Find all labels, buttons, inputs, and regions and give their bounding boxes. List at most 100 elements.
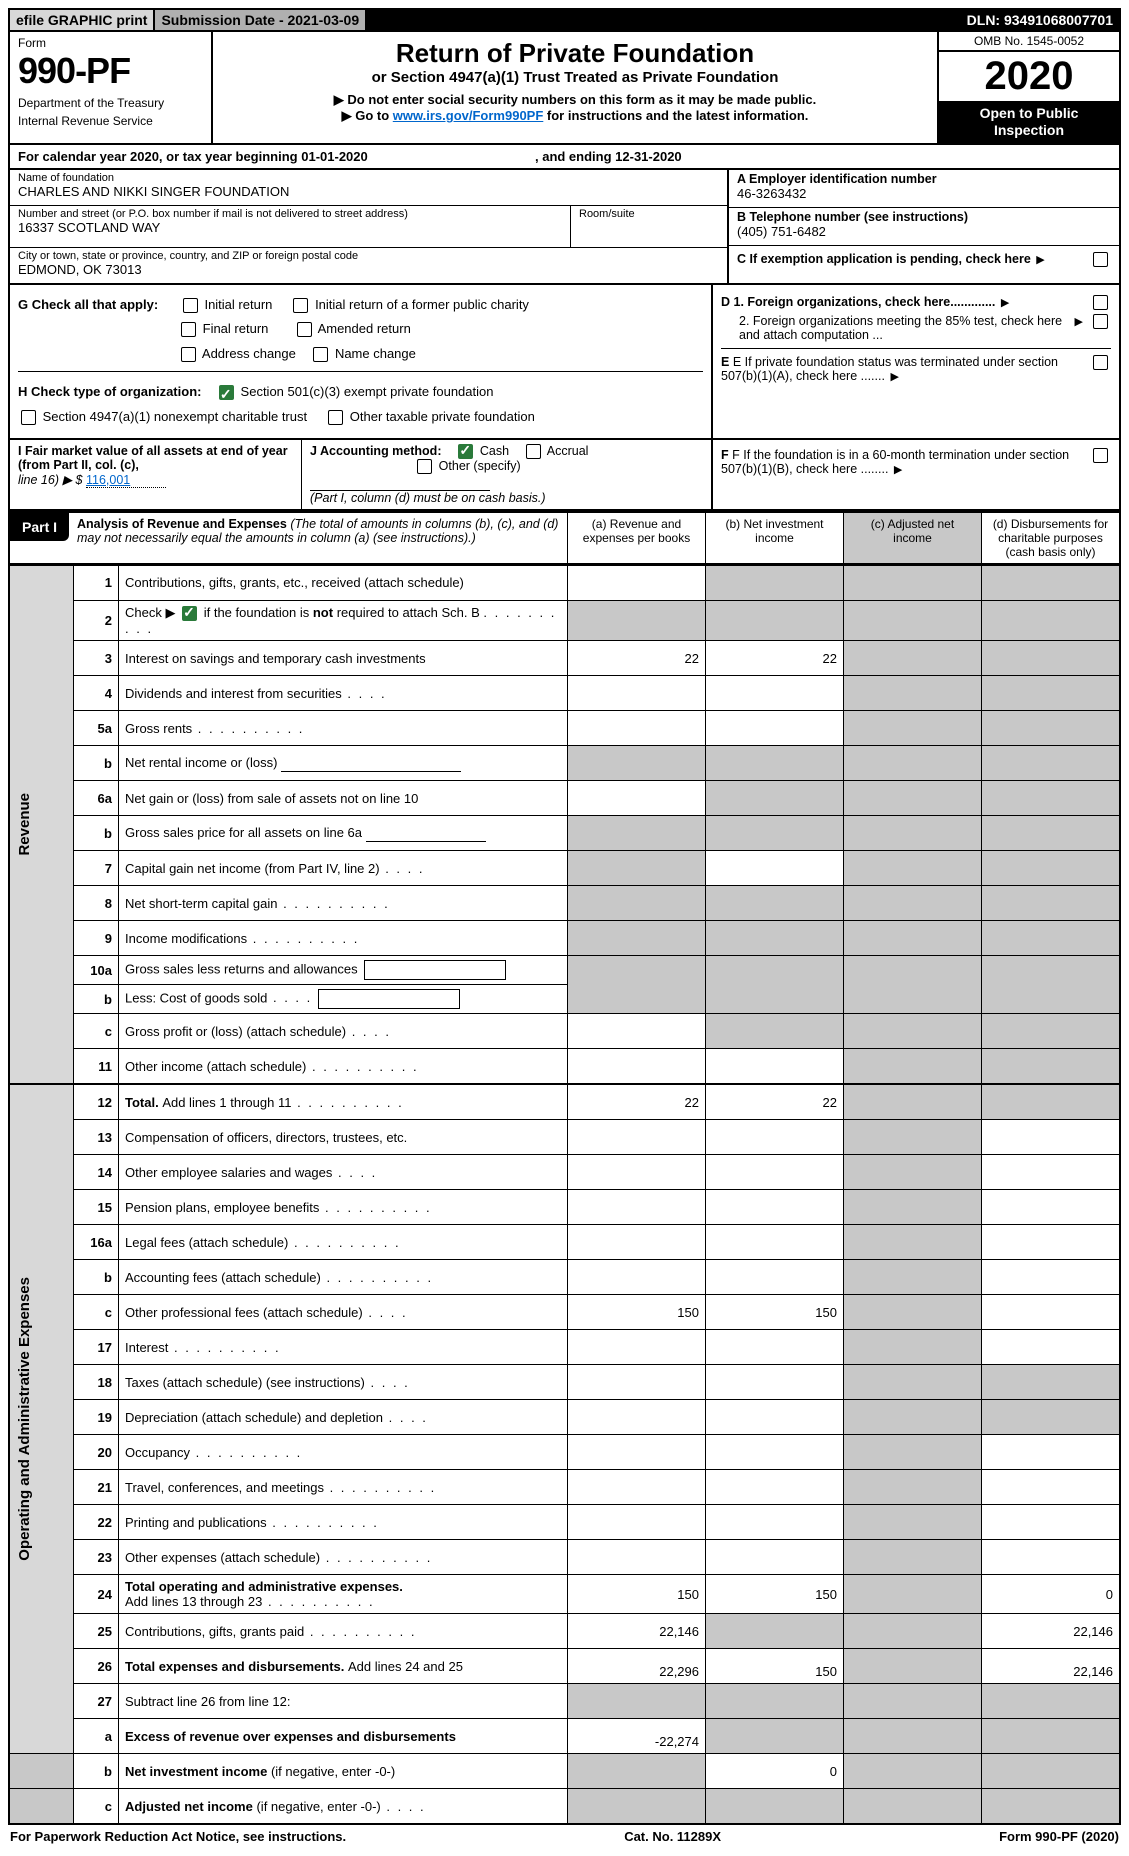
row-15-desc: Pension plans, employee benefits	[119, 1190, 568, 1225]
amended-return-checkbox[interactable]	[297, 322, 312, 337]
instr-nosocial: ▶ Do not enter social security numbers o…	[225, 92, 925, 108]
other-specify-field[interactable]	[310, 474, 490, 491]
table-row: 25Contributions, gifts, grants paid 22,1…	[9, 1614, 1120, 1649]
r24-col-d: 0	[982, 1575, 1121, 1614]
table-row: 27Subtract line 26 from line 12:	[9, 1684, 1120, 1719]
section-501c3-label: Section 501(c)(3) exempt private foundat…	[241, 384, 494, 399]
row-4-desc: Dividends and interest from securities	[119, 676, 568, 711]
other-taxable-checkbox[interactable]	[328, 410, 343, 425]
r16c-col-a: 150	[568, 1295, 706, 1330]
row-27-desc: Subtract line 26 from line 12:	[119, 1684, 568, 1719]
section-501c3-checkbox[interactable]	[219, 385, 234, 400]
row-24-desc: Total operating and administrative expen…	[119, 1575, 568, 1614]
final-return-checkbox[interactable]	[181, 322, 196, 337]
name-change-label: Name change	[335, 346, 416, 361]
header-left: Form 990-PF Department of the Treasury I…	[10, 32, 213, 143]
dln: DLN: 93491068007701	[961, 10, 1119, 30]
r12-col-a: 22	[568, 1084, 706, 1120]
addr-label: Number and street (or P.O. box number if…	[18, 208, 562, 220]
other-method-label: Other (specify)	[439, 459, 521, 473]
table-row: 7Capital gain net income (from Part IV, …	[9, 851, 1120, 886]
table-row: 23Other expenses (attach schedule)	[9, 1540, 1120, 1575]
row-3-desc: Interest on savings and temporary cash i…	[119, 641, 568, 676]
ein-value: 46-3263432	[737, 186, 1111, 201]
accrual-checkbox[interactable]	[526, 444, 541, 459]
r24-col-b: 150	[706, 1575, 844, 1614]
name-change-checkbox[interactable]	[313, 347, 328, 362]
j-note: (Part I, column (d) must be on cash basi…	[310, 491, 546, 505]
open-to-public: Open to Public Inspection	[939, 101, 1119, 143]
row-16a-desc: Legal fees (attach schedule)	[119, 1225, 568, 1260]
city-label: City or town, state or province, country…	[18, 250, 719, 262]
fmv-value[interactable]: 116,001	[86, 473, 166, 488]
foundation-name-cell: Name of foundation CHARLES AND NIKKI SIN…	[10, 170, 727, 206]
tax-year: 2020	[939, 52, 1119, 101]
g-label: G Check all that apply:	[18, 297, 158, 312]
phone-cell: B Telephone number (see instructions) (4…	[729, 208, 1119, 246]
row-27c-desc: Adjusted net income (if negative, enter …	[119, 1789, 568, 1825]
arrow-icon	[1075, 314, 1083, 328]
other-method-checkbox[interactable]	[417, 459, 432, 474]
table-row: 15Pension plans, employee benefits	[9, 1190, 1120, 1225]
footer-cat: Cat. No. 11289X	[624, 1829, 721, 1844]
address-change-checkbox[interactable]	[181, 347, 196, 362]
irs-link[interactable]: www.irs.gov/Form990PF	[393, 108, 544, 123]
cal-end: 12-31-2020	[615, 149, 682, 164]
ein-label: A Employer identification number	[737, 172, 1111, 186]
page-footer: For Paperwork Reduction Act Notice, see …	[8, 1825, 1121, 1848]
header-right: OMB No. 1545-0052 2020 Open to Public In…	[937, 32, 1119, 143]
row-26-desc: Total expenses and disbursements. Add li…	[119, 1649, 568, 1684]
r26-col-a: 22,296	[568, 1649, 706, 1684]
d1-label: D 1. Foreign organizations, check here..…	[721, 295, 995, 309]
pending-label: C If exemption application is pending, c…	[737, 252, 1031, 266]
amended-return-label: Amended return	[318, 321, 411, 336]
d2-label: 2. Foreign organizations meeting the 85%…	[721, 314, 1073, 342]
address-change-label: Address change	[202, 346, 296, 361]
r3-col-a: 22	[568, 641, 706, 676]
r25-col-d: 22,146	[982, 1614, 1121, 1649]
topbar-spacer	[367, 10, 961, 30]
form-title: Return of Private Foundation	[225, 38, 925, 69]
room-suite-label: Room/suite	[571, 206, 727, 247]
row-9-desc: Income modifications	[119, 921, 568, 956]
row-22-desc: Printing and publications	[119, 1505, 568, 1540]
table-row: 14Other employee salaries and wages	[9, 1155, 1120, 1190]
cash-checkbox[interactable]	[458, 444, 473, 459]
address-row: Number and street (or P.O. box number if…	[10, 206, 727, 248]
r3-col-b: 22	[706, 641, 844, 676]
e-checkbox[interactable]	[1093, 355, 1108, 370]
footer-left: For Paperwork Reduction Act Notice, see …	[10, 1829, 346, 1844]
d2-checkbox[interactable]	[1093, 314, 1108, 329]
row-5a-desc: Gross rents	[119, 711, 568, 746]
row-12-desc: Total. Add lines 1 through 11	[119, 1084, 568, 1120]
d1-checkbox[interactable]	[1093, 295, 1108, 310]
initial-return-checkbox[interactable]	[183, 298, 198, 313]
table-row: 2 Check ▶ if the foundation is not requi…	[9, 600, 1120, 640]
instr-suffix: for instructions and the latest informat…	[543, 108, 808, 123]
row-16b-desc: Accounting fees (attach schedule)	[119, 1260, 568, 1295]
part1-label: Part I	[10, 513, 69, 541]
table-row: cOther professional fees (attach schedul…	[9, 1295, 1120, 1330]
f-checkbox[interactable]	[1093, 448, 1108, 463]
table-row: 22Printing and publications	[9, 1505, 1120, 1540]
revenue-category: Revenue	[16, 785, 33, 864]
h-row2: Section 4947(a)(1) nonexempt charitable …	[18, 407, 703, 428]
instr-goto: ▶ Go to www.irs.gov/Form990PF for instru…	[225, 108, 925, 124]
city-value: EDMOND, OK 73013	[18, 262, 719, 277]
row-18-desc: Taxes (attach schedule) (see instruction…	[119, 1365, 568, 1400]
table-row: 21Travel, conferences, and meetings	[9, 1470, 1120, 1505]
section-4947-checkbox[interactable]	[21, 410, 36, 425]
arrow-icon	[890, 369, 898, 383]
row-10a-desc: Gross sales less returns and allowances	[119, 956, 568, 985]
initial-return-label: Initial return	[204, 297, 272, 312]
col-d-head: (d) Disbursements for charitable purpose…	[981, 513, 1119, 563]
r24-col-a: 150	[568, 1575, 706, 1614]
sch-b-checkbox[interactable]	[182, 606, 197, 621]
pending-checkbox[interactable]	[1093, 252, 1108, 267]
final-return-label: Final return	[203, 321, 269, 336]
initial-former-checkbox[interactable]	[293, 298, 308, 313]
foundation-name: CHARLES AND NIKKI SINGER FOUNDATION	[18, 184, 719, 199]
ein-cell: A Employer identification number 46-3263…	[729, 170, 1119, 208]
table-row: 18Taxes (attach schedule) (see instructi…	[9, 1365, 1120, 1400]
col-a-head: (a) Revenue and expenses per books	[567, 513, 705, 563]
